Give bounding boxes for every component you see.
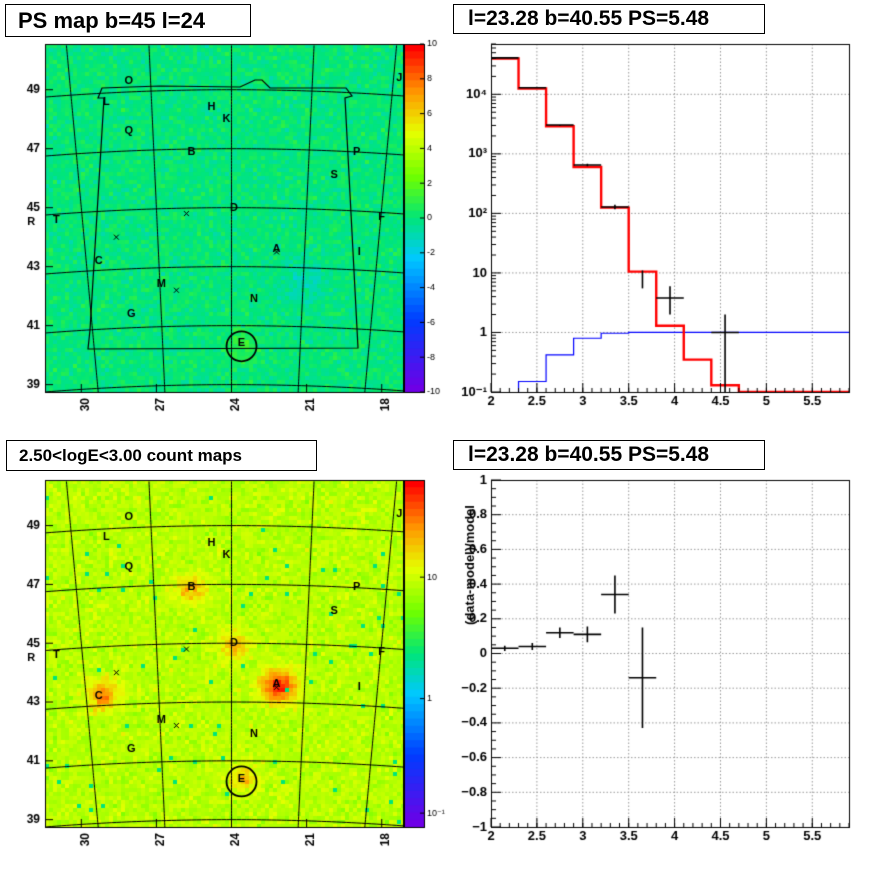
title-ps-map: PS map b=45 l=24: [5, 4, 251, 37]
title-spectrum: l=23.28 b=40.55 PS=5.48: [453, 4, 765, 34]
title-count-map: 2.50<logE<3.00 count maps: [6, 440, 317, 471]
title-residual: l=23.28 b=40.55 PS=5.48: [453, 440, 765, 470]
